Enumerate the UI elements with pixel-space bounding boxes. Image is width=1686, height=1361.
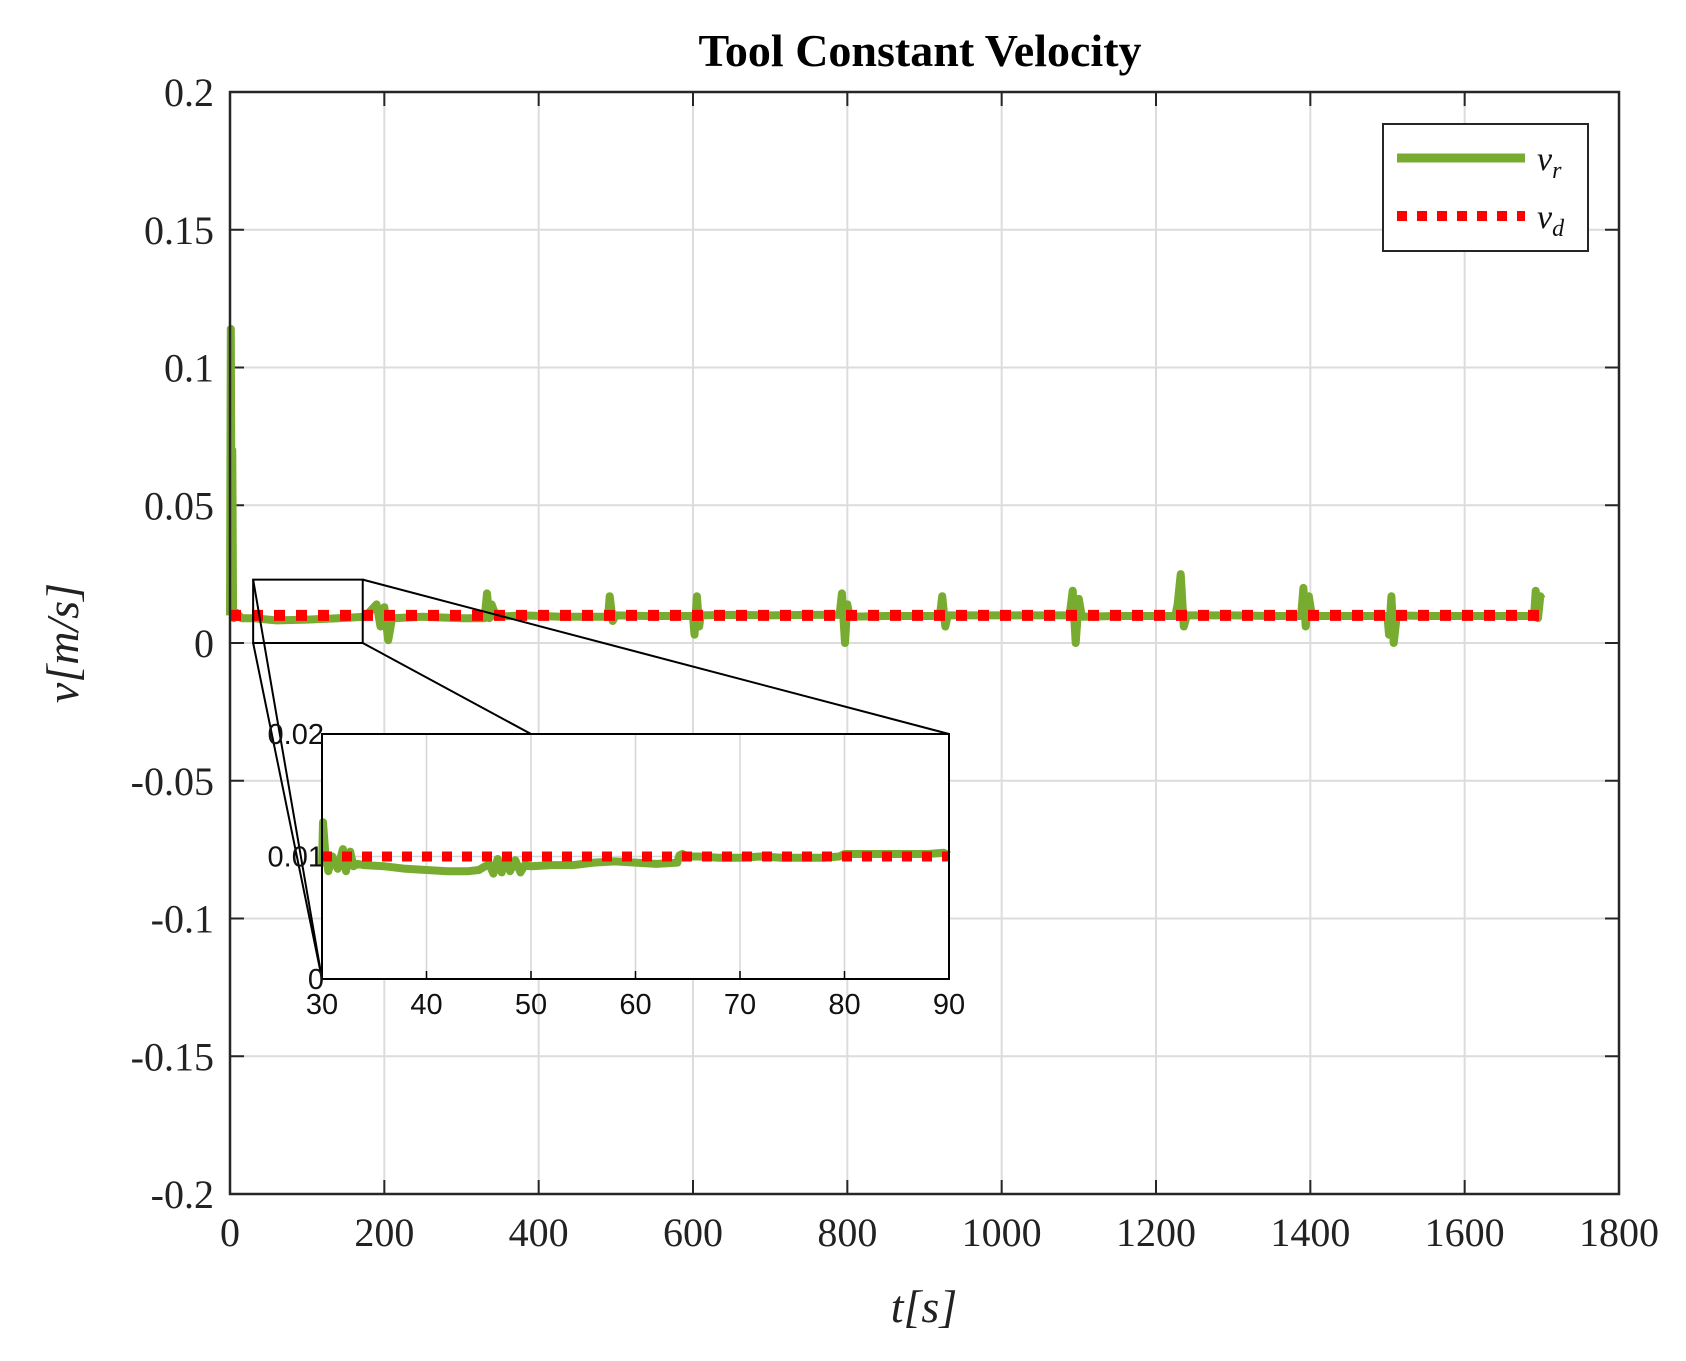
inset-x-tick-labels: 30 40 50 60 70 80 90 (306, 989, 965, 1021)
main-series (226, 324, 1546, 647)
main-x-tick-label: 600 (663, 1210, 723, 1255)
zoom-connector-lines (252, 578, 950, 980)
main-x-tick-label: 1600 (1425, 1210, 1505, 1255)
legend-label-vr-sub: r (1552, 158, 1562, 184)
inset-y-tick-label: 0.01 (268, 842, 324, 874)
main-plot: 0 200 400 600 800 1000 1200 1400 1600 1800 0.20.1… (131, 70, 1659, 1255)
inset-x-tick-label: 40 (410, 989, 442, 1021)
main-y-tick-label: -0.15 (131, 1034, 214, 1079)
main-x-tick-label: 800 (817, 1210, 877, 1255)
zoom-connector-line (362, 642, 532, 735)
inset-y-tick-labels: 0.02 0.01 0 (268, 719, 324, 996)
inset-x-tick-label: 30 (306, 989, 338, 1021)
zoom-callout (252, 578, 950, 980)
legend-label-vd-base: v (1537, 199, 1553, 236)
main-y-tick-label: -0.1 (151, 897, 214, 942)
y-axis-label: v[m/s] (37, 583, 88, 703)
main-x-tick-label: 400 (509, 1210, 569, 1255)
main-x-tick-label: 1000 (962, 1210, 1042, 1255)
main-y-tick-labels: 0.2 0.15 0.1 0.05 0 -0.05 -0.1 -0.15 -0.2 (131, 70, 214, 1217)
main-x-tick-label: 200 (354, 1210, 414, 1255)
zoom-connector-line (252, 642, 323, 980)
inset-x-tick-label: 60 (619, 989, 651, 1021)
legend-label-vd-sub: d (1552, 216, 1565, 242)
chart-title: Tool Constant Velocity (698, 25, 1141, 76)
inset-plot-frame (321, 733, 950, 980)
main-y-tick-label: 0.1 (164, 346, 214, 391)
x-axis-label: t[s] (891, 1281, 957, 1332)
inset-x-tick-label: 70 (724, 989, 756, 1021)
main-y-tick-label: 0.05 (144, 483, 214, 528)
inset-x-tick-label: 50 (515, 989, 547, 1021)
legend-label-vr: vr (1537, 141, 1562, 184)
legend-label-vd: vd (1537, 199, 1565, 242)
main-y-tick-label: 0 (194, 621, 214, 666)
inset-x-tick-label: 90 (933, 989, 965, 1021)
zoom-source-box (252, 578, 364, 645)
main-x-tick-labels: 0 200 400 600 800 1000 1200 1400 1600 1800 (220, 1210, 1659, 1255)
inset-y-tick-label: 0.02 (268, 719, 324, 751)
main-y-tick-label: 0.15 (144, 208, 214, 253)
inset-plot: 30 40 50 60 70 80 90 0.02 0.01 0 (268, 719, 966, 1021)
legend-label-vr-base: v (1537, 141, 1553, 178)
zoom-connector-line (252, 579, 323, 980)
main-x-tick-label: 0 (220, 1210, 240, 1255)
main-y-tick-label: 0.2 (164, 70, 214, 115)
main-x-tick-label: 1400 (1270, 1210, 1350, 1255)
main-x-tick-label: 1200 (1116, 1210, 1196, 1255)
inset-x-tick-label: 80 (828, 989, 860, 1021)
main-plot-frame (228, 90, 1621, 1196)
legend-box (1382, 123, 1589, 252)
main-x-tick-label: 1800 (1579, 1210, 1659, 1255)
zoom-connector-line (362, 578, 950, 735)
main-y-tick-label: -0.05 (131, 759, 214, 804)
legend: vr vd (1382, 123, 1589, 252)
main-y-tick-label: -0.2 (151, 1172, 214, 1217)
inset-y-tick-label: 0 (308, 964, 324, 996)
inset-series (318, 818, 951, 878)
